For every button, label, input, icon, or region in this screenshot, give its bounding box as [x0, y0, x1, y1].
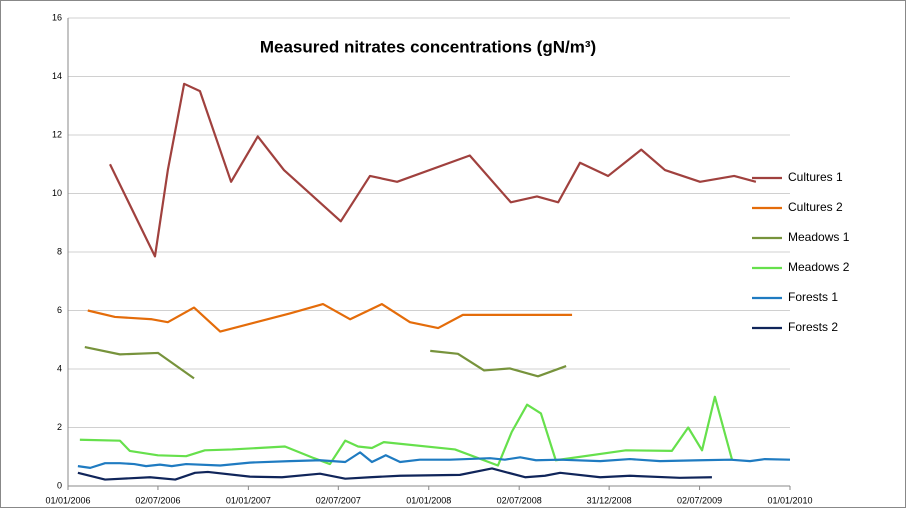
- y-tick-label: 2: [57, 422, 62, 432]
- x-tick-label: 01/01/2008: [406, 495, 451, 505]
- x-tick-label: 31/12/2008: [587, 495, 632, 505]
- y-tick-label: 10: [52, 188, 62, 198]
- y-tick-label: 6: [57, 305, 62, 315]
- legend-label: Cultures 1: [788, 170, 843, 184]
- legend-label: Forests 1: [788, 290, 838, 304]
- series-line: [87, 302, 573, 333]
- y-tick-label: 14: [52, 71, 62, 81]
- chart-title: Measured nitrates concentrations (gN/m³): [260, 37, 596, 56]
- x-tick-label: 02/07/2007: [316, 495, 361, 505]
- y-tick-label: 8: [57, 246, 62, 256]
- x-tick-label: 02/07/2008: [497, 495, 542, 505]
- series-line: [77, 467, 712, 481]
- y-tick-label: 12: [52, 129, 62, 139]
- series-line: [77, 451, 791, 469]
- series-line: [109, 82, 757, 258]
- y-tick-label: 16: [52, 12, 62, 22]
- legend-label: Forests 2: [788, 320, 838, 334]
- legend-label: Cultures 2: [788, 200, 843, 214]
- legend-label: Meadows 2: [788, 260, 850, 274]
- x-tick-label: 02/07/2009: [677, 495, 722, 505]
- y-tick-label: 4: [57, 363, 62, 373]
- x-tick-label: 01/01/2010: [767, 495, 812, 505]
- series-line: [84, 345, 567, 380]
- legend-label: Meadows 1: [788, 230, 850, 244]
- series-line: [79, 395, 734, 467]
- x-tick-label: 01/01/2007: [226, 495, 271, 505]
- x-tick-label: 02/07/2006: [135, 495, 180, 505]
- x-tick-label: 01/01/2006: [45, 495, 90, 505]
- y-tick-label: 0: [57, 480, 62, 490]
